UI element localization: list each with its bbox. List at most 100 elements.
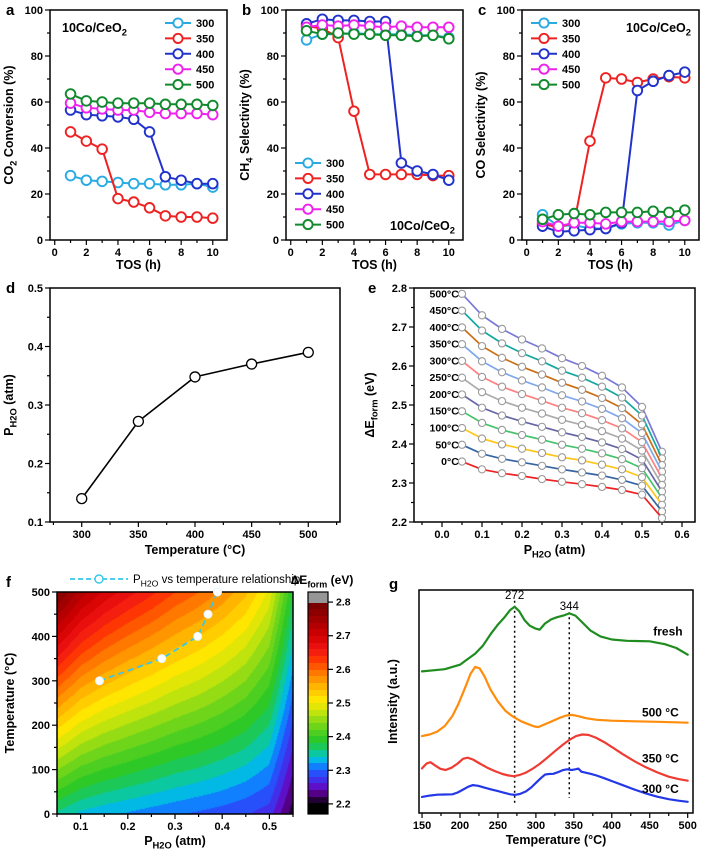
- data-point: [617, 424, 627, 433]
- data-point: [143, 106, 156, 119]
- data-point: [617, 465, 627, 474]
- data-point: [300, 34, 313, 46]
- data-point: [497, 411, 507, 420]
- data-point: [557, 415, 567, 424]
- series-label: 150°C: [429, 406, 459, 418]
- chart-text: 40: [267, 143, 279, 155]
- data-point: [457, 340, 467, 349]
- data-point: [617, 393, 627, 402]
- data-point: [557, 440, 567, 449]
- y-axis-title: CO Selectivity (%): [474, 72, 488, 179]
- data-point: [557, 465, 567, 474]
- axes: 150 200 250 300 350 400 450 500 Temperature (°C)…: [386, 589, 697, 847]
- data-point: [477, 418, 487, 428]
- data-point: [631, 84, 644, 97]
- data-point: [411, 21, 423, 34]
- series-350 °C: [420, 733, 689, 782]
- overlay-point: [212, 587, 222, 597]
- chart-text: 0.3: [167, 821, 182, 833]
- panel-f-svg: 0.1 0.2 0.3 0.4 0.5 0 100 200 300 400 500 PH2O (atm…: [3, 573, 353, 851]
- data-point: [637, 411, 647, 420]
- chart-text: 4: [115, 247, 122, 259]
- colorbar-tick-label: 2.5: [336, 698, 351, 710]
- panel-title: 10Co/CeO2: [62, 21, 127, 38]
- data-point: [64, 126, 77, 138]
- legend-label: 500: [326, 220, 344, 232]
- data-point: [647, 75, 659, 88]
- panel-a-chart: 0 2 4 6 8 10 0 20 40 60 80 100 TOS (h) CO2 Conversion…: [0, 0, 236, 272]
- y-axis-title: Intensity (a.u.): [386, 659, 400, 744]
- data-point: [617, 455, 627, 464]
- chart-text: 150: [413, 820, 431, 832]
- data-point: [395, 29, 408, 42]
- data-point: [457, 390, 467, 399]
- legend-label: 500: [562, 80, 580, 92]
- chart-text: 8: [650, 247, 656, 259]
- data-point: [175, 107, 187, 120]
- data-point: [175, 98, 187, 111]
- legend-label: 350: [326, 173, 344, 185]
- data-point: [637, 472, 647, 482]
- data-point: [637, 455, 647, 464]
- legend-label: 450: [562, 64, 580, 76]
- vline-label: 344: [560, 601, 580, 613]
- data-point: [76, 492, 88, 505]
- data-point: [159, 170, 172, 183]
- chart-text: 200: [32, 720, 50, 732]
- chart-text: 0: [288, 247, 294, 259]
- data-point: [557, 428, 567, 437]
- data-point: [477, 387, 487, 397]
- chart-text: 2.7: [392, 322, 407, 334]
- data-point: [647, 215, 659, 228]
- data-point: [597, 449, 607, 458]
- data-point: [536, 213, 549, 226]
- chart-text: 20: [267, 189, 279, 201]
- panel-letter-c: c: [478, 2, 487, 19]
- series-300: [69, 174, 214, 189]
- data-point: [348, 19, 360, 31]
- chart-text: 40: [31, 143, 43, 155]
- data-point: [159, 107, 172, 120]
- x-axis-title: TOS (h): [588, 258, 633, 272]
- data-point: [348, 28, 360, 40]
- data-point: [443, 33, 455, 45]
- data-point: [457, 373, 467, 382]
- overlay-point: [94, 676, 104, 686]
- data-point: [517, 376, 527, 385]
- panel-g-svg: 150 200 250 300 350 400 450 500 Temperature (°C)…: [386, 589, 697, 847]
- chart-text: 2.4: [392, 439, 408, 451]
- data-point: [96, 143, 108, 155]
- data-point: [457, 440, 467, 449]
- chart-text: 450: [242, 529, 260, 541]
- data-point: [597, 471, 607, 480]
- series-300 °C: [420, 767, 689, 803]
- data-point: [557, 378, 567, 387]
- data-point: [143, 177, 156, 190]
- chart-text: 40: [503, 143, 515, 155]
- chart-text: 60: [503, 97, 515, 109]
- data-point: [443, 21, 455, 34]
- data-point: [517, 348, 527, 358]
- series-450: [69, 102, 214, 116]
- plot-area: [76, 346, 314, 505]
- data-point: [557, 477, 567, 486]
- chart-text: 450: [641, 820, 659, 832]
- series-label: 50°C: [435, 439, 459, 451]
- data-point: [245, 358, 258, 370]
- data-point: [497, 324, 507, 334]
- data-point: [477, 311, 487, 320]
- series-400: [69, 109, 214, 185]
- chart-text: 2.3: [392, 478, 407, 490]
- data-point: [537, 357, 547, 366]
- data-point: [557, 391, 567, 400]
- chart-text: 60: [31, 97, 43, 109]
- chart-text: 2: [83, 247, 89, 259]
- y-axis-title: PH2O (atm): [2, 374, 19, 436]
- data-point: [379, 168, 392, 181]
- data-point: [577, 480, 587, 489]
- data-point: [64, 169, 77, 182]
- data-point: [128, 177, 140, 190]
- chart-text: 20: [31, 189, 43, 201]
- data-point: [112, 97, 124, 109]
